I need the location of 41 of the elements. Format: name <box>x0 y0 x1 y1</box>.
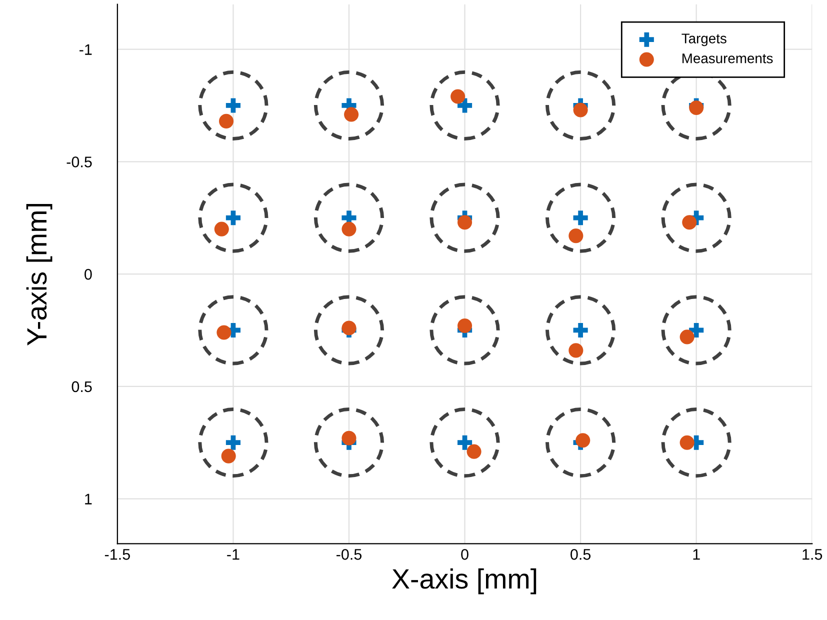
point <box>450 89 466 104</box>
y-tick-label: 0.5 <box>72 381 92 392</box>
point <box>568 343 584 358</box>
point <box>226 98 240 113</box>
point <box>682 215 697 230</box>
y-tick-label: 0 <box>84 268 92 280</box>
point <box>573 102 588 118</box>
point <box>221 448 236 464</box>
point <box>457 318 472 334</box>
point <box>466 444 482 459</box>
x-tick-label: -1 <box>227 549 240 560</box>
point <box>573 322 588 338</box>
point <box>568 228 584 244</box>
point <box>214 222 229 236</box>
point <box>342 222 356 236</box>
point <box>216 325 232 340</box>
point <box>344 107 359 122</box>
point <box>689 322 704 338</box>
point <box>680 435 694 450</box>
point <box>680 330 694 344</box>
y-axis-title: Y-axis [mm] <box>26 204 52 346</box>
point <box>218 114 234 128</box>
x-tick-label: -0.5 <box>336 549 362 560</box>
point <box>457 98 472 113</box>
x-tick-label: 1.5 <box>802 549 822 560</box>
y-tick-label: -0.5 <box>66 156 92 168</box>
point <box>457 215 472 230</box>
x-tick-label: -1.5 <box>104 549 130 560</box>
x-tick-label: 1 <box>693 549 700 560</box>
point <box>573 210 588 226</box>
point <box>342 430 356 446</box>
legend-label: Targets <box>682 34 726 46</box>
legend-label: Measurements <box>682 54 773 64</box>
x-tick-label: 0.5 <box>570 549 591 560</box>
x-axis-title: X-axis [mm] <box>392 568 536 594</box>
y-tick-label: -1 <box>80 44 92 55</box>
y-tick-label: 1 <box>85 494 92 504</box>
point <box>457 435 472 450</box>
x-tick-label: 0 <box>461 549 468 560</box>
point <box>226 210 240 226</box>
point <box>226 435 240 450</box>
